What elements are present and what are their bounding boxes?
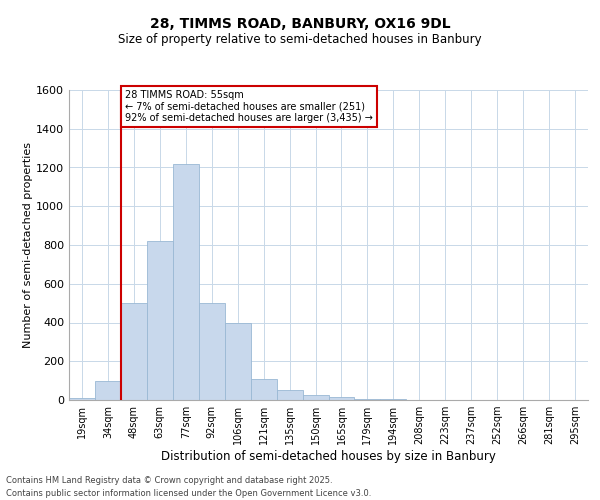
Text: Size of property relative to semi-detached houses in Banbury: Size of property relative to semi-detach… <box>118 32 482 46</box>
Bar <box>277 390 302 400</box>
X-axis label: Distribution of semi-detached houses by size in Banbury: Distribution of semi-detached houses by … <box>161 450 496 463</box>
Bar <box>302 395 329 400</box>
Bar <box>225 322 251 400</box>
Text: Contains public sector information licensed under the Open Government Licence v3: Contains public sector information licen… <box>6 488 371 498</box>
Bar <box>95 380 121 400</box>
Bar <box>69 398 95 400</box>
Bar <box>251 378 277 400</box>
Bar <box>173 164 199 400</box>
Text: 28, TIMMS ROAD, BANBURY, OX16 9DL: 28, TIMMS ROAD, BANBURY, OX16 9DL <box>149 18 451 32</box>
Bar <box>199 303 224 400</box>
Bar <box>329 397 355 400</box>
Bar <box>147 241 173 400</box>
Text: Contains HM Land Registry data © Crown copyright and database right 2025.: Contains HM Land Registry data © Crown c… <box>6 476 332 485</box>
Bar <box>121 303 147 400</box>
Y-axis label: Number of semi-detached properties: Number of semi-detached properties <box>23 142 33 348</box>
Text: 28 TIMMS ROAD: 55sqm
← 7% of semi-detached houses are smaller (251)
92% of semi-: 28 TIMMS ROAD: 55sqm ← 7% of semi-detach… <box>125 90 373 123</box>
Bar <box>355 399 380 400</box>
